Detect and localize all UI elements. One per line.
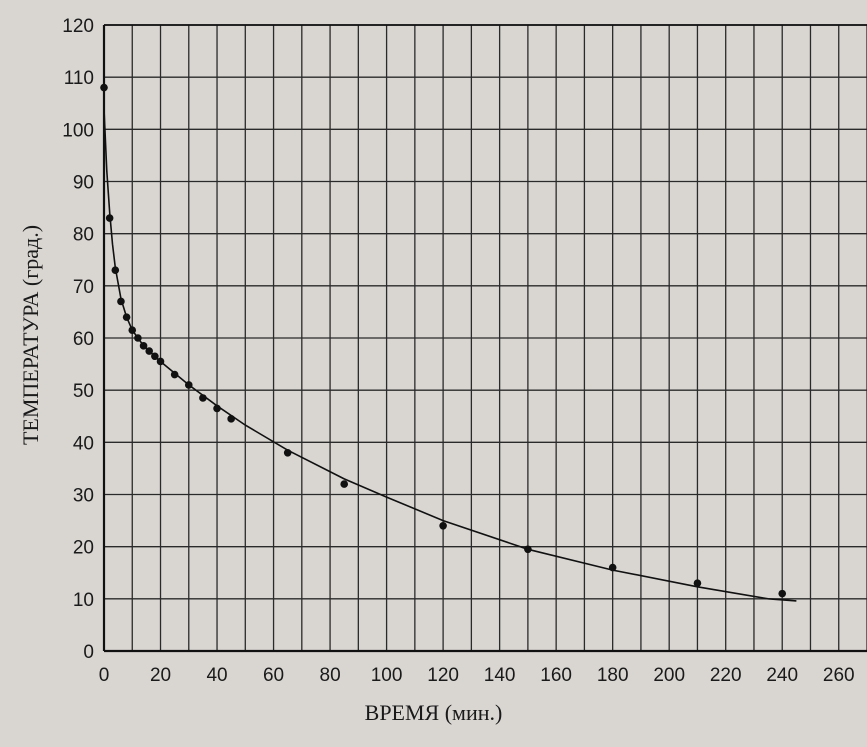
x-tick-labels: 0 20 40 60 80 100 120 140 160 180 200 220 240 260 bbox=[99, 665, 855, 686]
axes bbox=[102, 24, 867, 653]
data-point bbox=[227, 415, 235, 423]
x-tick-label: 80 bbox=[320, 665, 341, 686]
data-point bbox=[213, 404, 221, 413]
y-tick-label: 50 bbox=[73, 381, 94, 402]
x-tick-label: 260 bbox=[823, 665, 855, 686]
x-axis-label: ВРЕМЯ (мин.) bbox=[364, 700, 503, 725]
data-points bbox=[100, 83, 787, 598]
data-point bbox=[340, 480, 349, 488]
x-tick-label: 100 bbox=[371, 665, 403, 686]
data-point bbox=[105, 214, 114, 222]
grid bbox=[103, 24, 867, 652]
data-point bbox=[151, 352, 159, 361]
x-tick-label: 140 bbox=[484, 665, 516, 686]
y-axis-label: ТЕМПЕРАТУРА (град.) bbox=[18, 225, 43, 445]
data-point bbox=[439, 522, 447, 530]
y-tick-label: 60 bbox=[73, 329, 94, 350]
y-tick-label: 10 bbox=[73, 590, 94, 611]
y-tick-label: 100 bbox=[62, 120, 94, 141]
y-tick-label: 30 bbox=[73, 486, 94, 507]
y-tick-label: 70 bbox=[73, 277, 94, 298]
data-point bbox=[156, 357, 165, 366]
data-point bbox=[145, 347, 154, 355]
x-tick-label: 0 bbox=[99, 665, 110, 686]
x-tick-label: 60 bbox=[263, 665, 284, 686]
data-point bbox=[128, 326, 137, 334]
data-point bbox=[608, 563, 617, 572]
data-point bbox=[134, 334, 142, 342]
x-tick-label: 160 bbox=[540, 665, 572, 686]
x-tick-label: 220 bbox=[710, 665, 742, 686]
fit-curve-layer bbox=[103, 108, 797, 602]
data-point bbox=[170, 370, 179, 379]
y-tick-labels: 0 10 20 30 40 50 60 70 80 90 100 110 120 bbox=[62, 16, 94, 663]
data-point bbox=[184, 381, 193, 389]
x-tick-label: 120 bbox=[427, 665, 459, 686]
x-tick-label: 40 bbox=[206, 665, 227, 686]
fit-curve bbox=[103, 108, 797, 602]
y-tick-label: 20 bbox=[73, 538, 94, 559]
y-tick-label: 80 bbox=[73, 225, 94, 246]
y-tick-label: 90 bbox=[73, 173, 94, 194]
data-point bbox=[100, 83, 108, 92]
x-tick-label: 20 bbox=[150, 665, 171, 686]
data-point bbox=[117, 297, 125, 306]
data-point bbox=[199, 394, 207, 402]
data-point bbox=[111, 266, 120, 274]
y-tick-label: 40 bbox=[73, 433, 94, 454]
x-tick-label: 180 bbox=[597, 665, 629, 686]
y-tick-label: 110 bbox=[64, 68, 94, 89]
x-tick-label: 240 bbox=[766, 665, 798, 686]
data-point bbox=[693, 579, 702, 587]
data-point bbox=[283, 448, 292, 457]
data-point bbox=[778, 589, 787, 598]
data-point bbox=[139, 342, 148, 350]
x-tick-label: 200 bbox=[653, 665, 685, 686]
data-point bbox=[524, 545, 532, 554]
data-point bbox=[122, 313, 131, 321]
y-tick-label: 120 bbox=[62, 16, 94, 37]
y-tick-label: 0 bbox=[83, 642, 94, 663]
